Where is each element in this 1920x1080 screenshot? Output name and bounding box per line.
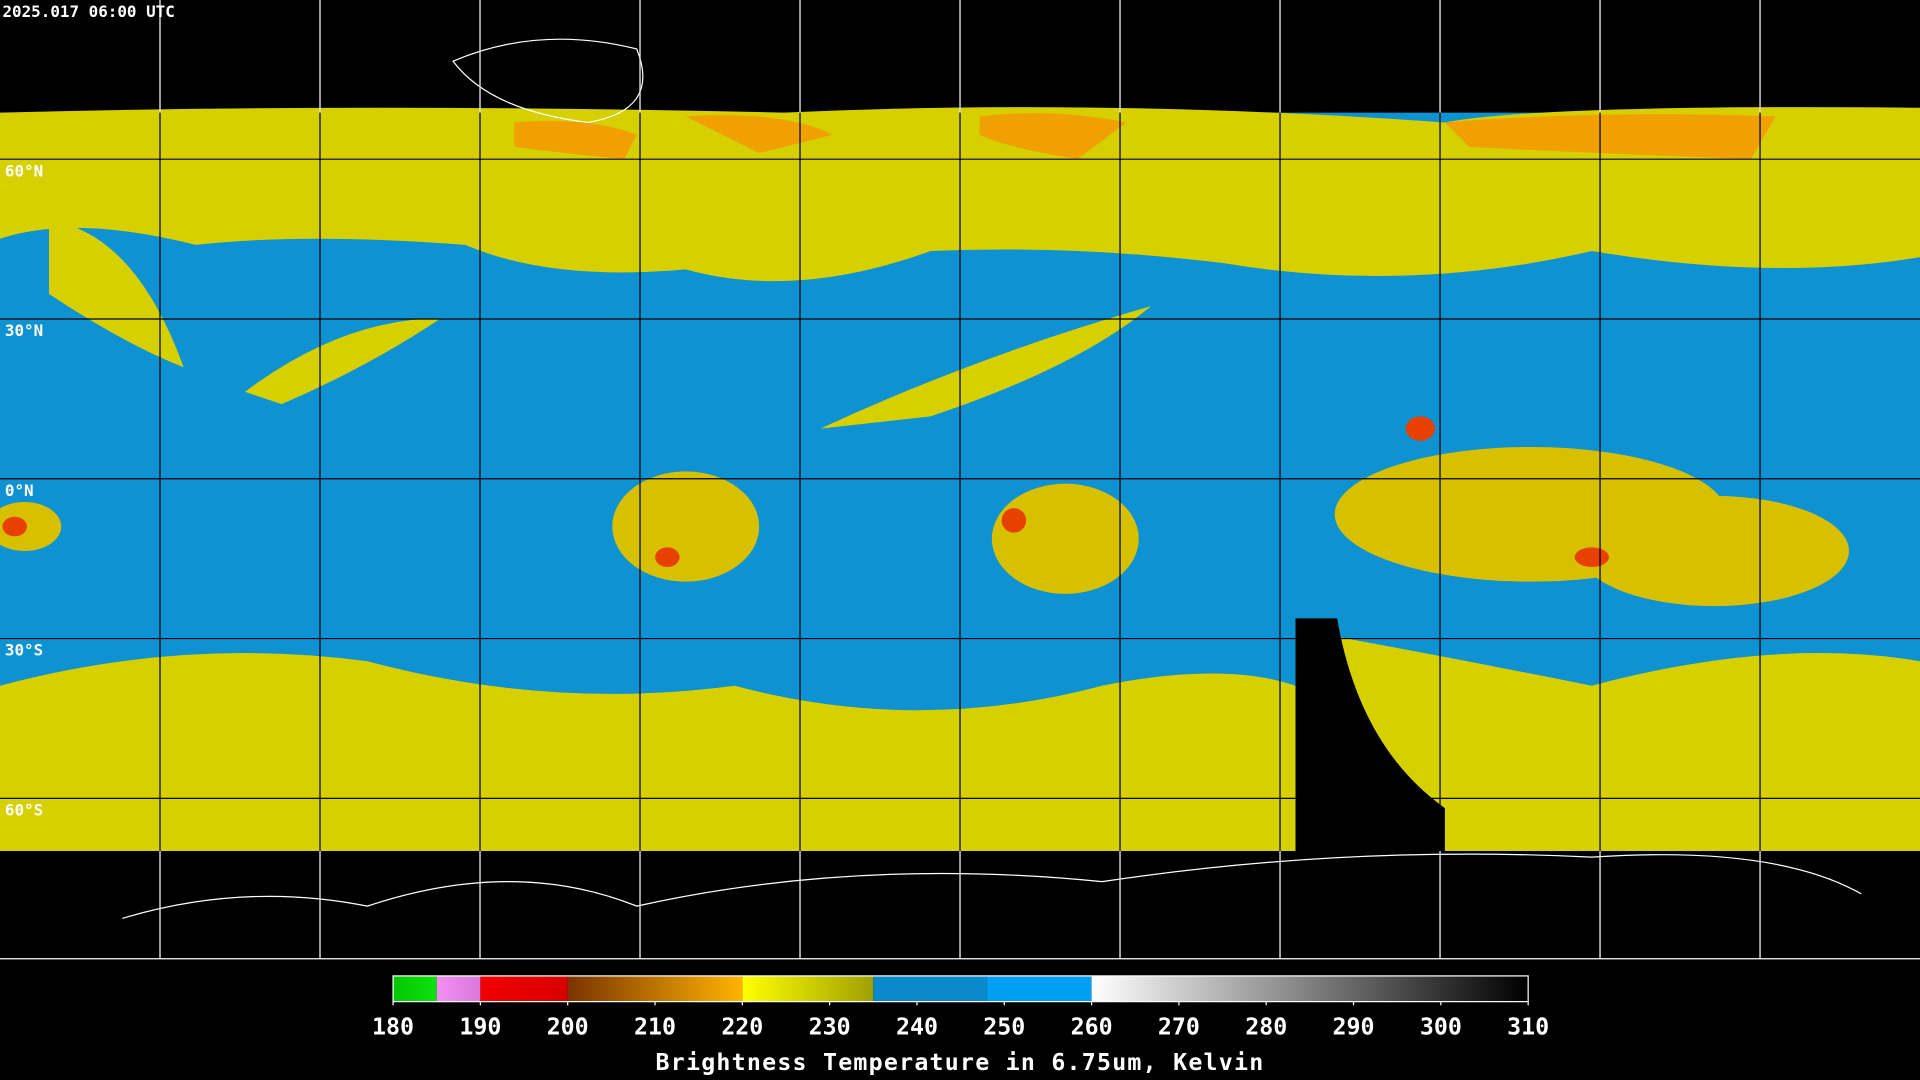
colorbar-tick-label: 200 (547, 1014, 589, 1041)
colorbar-title: Brightness Temperature in 6.75um, Kelvin (656, 1049, 1265, 1076)
latitude-label: 30°N (5, 321, 43, 340)
colorbar-tick-label: 290 (1333, 1014, 1375, 1041)
colorbar-tick-label: 180 (372, 1014, 414, 1041)
colorbar-segment (480, 975, 568, 1002)
colorbar-segment (393, 975, 437, 1002)
colorbar-segment (742, 975, 874, 1002)
orange-north (514, 113, 1776, 160)
colorbar-segment (1091, 975, 1529, 1002)
colorbar-tick-label: 250 (983, 1014, 1025, 1041)
colorbar-tick-label: 210 (634, 1014, 676, 1041)
graticule: 60°N 30°N 0°N 30°S 60°S (0, 0, 1920, 960)
yellow-plumes (48, 220, 1152, 429)
antarctica-coast (122, 853, 1862, 919)
colorbar-tick-label: 280 (1245, 1014, 1287, 1041)
colorbar-segment (436, 975, 481, 1002)
latitude-label: 60°N (5, 161, 43, 180)
colorbar-tick-label: 310 (1507, 1014, 1549, 1041)
colorbar-frame (392, 975, 1529, 1003)
colorbar-tick-label: 270 (1158, 1014, 1200, 1041)
latitude-label: 0°N (5, 481, 34, 500)
colorbar-segment (873, 975, 987, 1002)
colorbar-tick-label: 190 (459, 1014, 501, 1041)
colorbar-tick-label: 300 (1420, 1014, 1462, 1041)
colorbar-tick-label: 220 (721, 1014, 763, 1041)
colorbar-segment (567, 975, 743, 1002)
colorbar: 180 190 200 210 220 230 240 250 260 270 280 290 300 3… (372, 975, 1549, 1041)
tropical-convection (0, 446, 1849, 607)
yellow-edge (0, 826, 309, 852)
timestamp: 2025.017 06:00 UTC (2, 2, 174, 21)
greenland-coast (452, 38, 644, 124)
colorbar-tick-label: 260 (1071, 1014, 1113, 1041)
colorbar-tick-label: 240 (896, 1014, 938, 1041)
colorbar-tick-label: 230 (809, 1014, 851, 1041)
colorbar-segment (986, 975, 1092, 1002)
latitude-label: 30°S (5, 641, 43, 660)
no-data-gap (1295, 618, 1445, 858)
latitude-label: 60°S (5, 801, 43, 820)
